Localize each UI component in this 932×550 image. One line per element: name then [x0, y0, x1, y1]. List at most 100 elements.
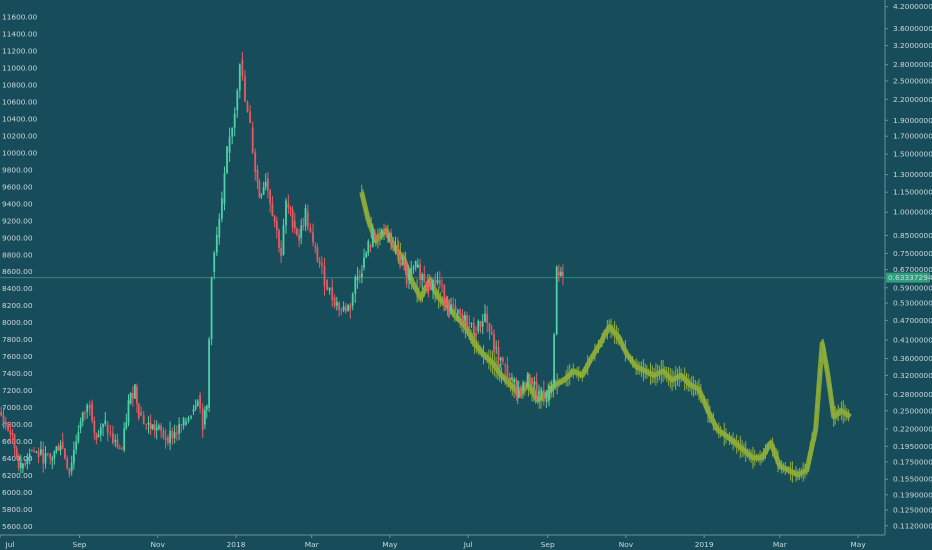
candle-body: [562, 271, 564, 276]
candle-body: [461, 314, 464, 319]
candle-body: [385, 231, 388, 236]
candle-body: [318, 260, 321, 264]
candle-body: [256, 169, 259, 182]
candle-body: [22, 463, 24, 469]
candle-body: [550, 386, 553, 392]
candle-body: [529, 374, 531, 383]
candle-body: [271, 203, 274, 216]
candle-body: [42, 449, 45, 464]
left-tick-label: 8000.00: [2, 318, 33, 327]
candle-body: [432, 280, 434, 290]
candle-body: [515, 378, 518, 393]
candle-body: [208, 339, 210, 408]
candle-body: [479, 321, 482, 327]
candle-body: [531, 377, 533, 385]
left-tick-label: 6600.00: [2, 437, 33, 446]
candle-body: [158, 425, 160, 429]
candle-body: [296, 228, 298, 235]
left-tick-label: 8400.00: [2, 284, 33, 293]
candle-body: [106, 424, 109, 433]
candle-body: [31, 450, 33, 452]
candle-body: [472, 322, 475, 334]
left-tick-label: 10800.00: [2, 80, 38, 89]
candle-body: [77, 432, 80, 442]
candle-body: [429, 284, 432, 290]
x-tick-label: Nov: [151, 540, 166, 549]
right-tick-label: 4.20000000: [893, 2, 932, 11]
candle-body: [291, 209, 294, 228]
candle-body: [267, 178, 269, 191]
candle-body: [316, 247, 319, 261]
candle-body: [342, 306, 345, 310]
candle-body: [371, 234, 374, 248]
candle-body: [349, 305, 352, 310]
candle-body: [524, 382, 527, 387]
candle-body: [213, 252, 216, 272]
candle-body: [26, 458, 29, 464]
candle-body: [155, 427, 158, 431]
candle-body: [185, 421, 187, 425]
candle-body: [37, 451, 40, 457]
right-tick-label: 2.80000000: [893, 60, 932, 69]
candle-body: [340, 309, 343, 311]
candle-body: [40, 449, 42, 455]
candle-body: [390, 237, 392, 243]
x-tick-label: Jul: [5, 540, 15, 549]
candle-body: [481, 321, 484, 327]
left-tick-label: 10600.00: [2, 97, 38, 106]
candle-body: [278, 230, 280, 248]
candle-body: [309, 227, 312, 233]
candle-body: [380, 229, 383, 235]
candle-body: [314, 246, 317, 248]
candle-body: [412, 267, 415, 270]
candle-body: [182, 417, 185, 426]
candle-body: [262, 187, 265, 195]
right-tick-label: 1.50000000: [893, 150, 932, 159]
candle-body: [17, 456, 20, 468]
candle-body: [414, 260, 417, 268]
candle-body: [392, 242, 395, 248]
candle-body: [121, 448, 123, 450]
candle-body: [233, 113, 236, 128]
candle-body: [70, 463, 73, 472]
candle-body: [399, 254, 401, 265]
candle-body: [131, 393, 134, 399]
candle-body: [410, 269, 413, 273]
left-tick-label: 9800.00: [2, 165, 33, 174]
left-axis-ticks: 5600.00 5800.00 6000.00 6200.00 6400.00 6600.…: [2, 12, 38, 531]
candle-body: [125, 422, 128, 428]
candle-body: [304, 208, 307, 226]
x-tick-label: 2019: [695, 540, 714, 549]
x-tick-label: May: [850, 540, 866, 549]
candle-body: [134, 384, 136, 399]
candle-body: [405, 270, 408, 284]
candle-body: [93, 420, 96, 433]
candle-body: [321, 263, 323, 266]
candle-body: [445, 302, 448, 305]
candle-body: [51, 458, 54, 461]
left-tick-label: 9400.00: [2, 199, 33, 208]
left-tick-label: 7800.00: [2, 335, 33, 344]
left-tick-label: 8800.00: [2, 250, 33, 259]
candle-body: [365, 253, 368, 258]
candle-body: [194, 405, 197, 410]
candle-body: [44, 453, 47, 464]
x-tick-label: Sep: [73, 540, 87, 549]
candle-body: [228, 136, 231, 153]
candle-body: [55, 446, 58, 452]
candle-body: [454, 305, 457, 311]
candle-body: [351, 293, 354, 306]
x-tick-label: Nov: [619, 540, 634, 549]
candle-body: [140, 411, 142, 416]
candle-body: [249, 111, 251, 124]
right-tick-label: 1.30000000: [893, 170, 932, 179]
left-tick-label: 8200.00: [2, 301, 33, 310]
candle-body: [33, 451, 35, 453]
candle-body: [452, 304, 455, 306]
candle-body: [97, 434, 100, 438]
